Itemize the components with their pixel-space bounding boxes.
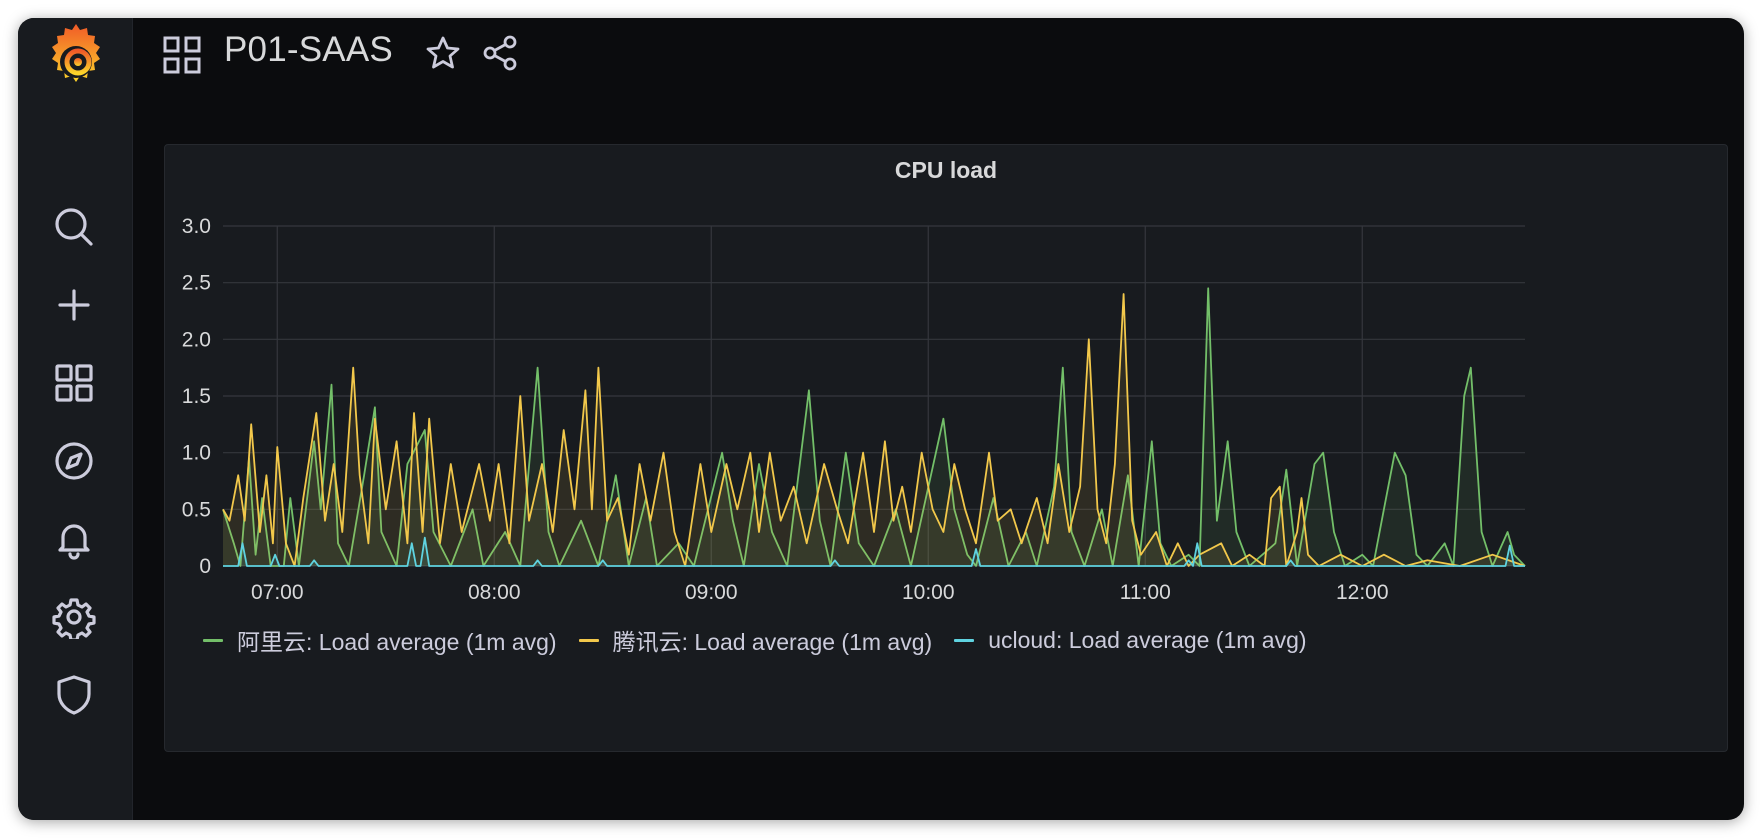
chart-legend: 阿里云: Load average (1m avg) 腾讯云: Load aver…	[203, 623, 1329, 657]
sidebar	[18, 18, 133, 820]
star-icon[interactable]	[423, 33, 463, 73]
dashboard-title[interactable]: P01-SAAS	[224, 30, 393, 69]
legend-item-aliyun[interactable]: 阿里云: Load average (1m avg)	[203, 623, 557, 657]
app-window: P01-SAAS CPU load 0 0.5 1.0 1.5 2.0 2.5 3.0 07:…	[18, 18, 1744, 820]
legend-item-ucloud[interactable]: ucloud: Load average (1m avg)	[954, 626, 1307, 654]
search-icon[interactable]	[45, 198, 103, 256]
x-tick-label: 08:00	[468, 581, 521, 604]
dashboards-icon[interactable]	[45, 354, 103, 412]
ucloud-series-line[interactable]	[223, 536, 1525, 567]
cpu-load-panel: CPU load 0 0.5 1.0 1.5 2.0 2.5 3.0 07:00 08:00 09…	[164, 144, 1728, 752]
dashboard-navbar: P01-SAAS	[132, 18, 1744, 108]
y-tick-label: 0	[199, 555, 211, 578]
y-tick-label: 2.0	[182, 328, 211, 351]
legend-label: 腾讯云: Load average (1m avg)	[612, 629, 933, 655]
explore-compass-icon[interactable]	[45, 432, 103, 490]
plus-icon[interactable]	[45, 276, 103, 334]
server-admin-shield-icon[interactable]	[45, 666, 103, 724]
legend-swatch	[578, 638, 599, 642]
grafana-logo-icon[interactable]	[34, 18, 118, 102]
legend-label: 阿里云: Load average (1m avg)	[237, 629, 557, 655]
x-tick-label: 11:00	[1120, 581, 1171, 604]
x-tick-label: 09:00	[685, 581, 738, 604]
panel-title[interactable]: CPU load	[894, 157, 998, 183]
cpu-load-chart: 0 0.5 1.0 1.5 2.0 2.5 3.0 07:00 08:00 09:00 10:00 1…	[182, 215, 1526, 604]
legend-swatch	[203, 638, 223, 642]
x-tick-label: 10:00	[902, 581, 955, 604]
tencent-series-area	[223, 294, 1525, 566]
dashboard-grid-icon	[163, 36, 201, 74]
y-tick-label: 2.5	[182, 272, 211, 295]
y-tick-label: 1.0	[182, 442, 211, 465]
share-icon[interactable]	[480, 33, 520, 73]
alerting-bell-icon[interactable]	[45, 510, 103, 568]
x-tick-label: 07:00	[251, 581, 304, 604]
legend-swatch	[954, 638, 975, 642]
legend-label: ucloud: Load average (1m avg)	[988, 626, 1307, 653]
x-tick-label: 12:00	[1336, 581, 1389, 604]
aliyun-series-area	[223, 288, 1525, 566]
configuration-gear-icon[interactable]	[45, 588, 103, 646]
y-tick-label: 3.0	[182, 215, 211, 238]
legend-item-tencent[interactable]: 腾讯云: Load average (1m avg)	[578, 623, 933, 657]
y-tick-label: 1.5	[182, 385, 211, 408]
y-tick-label: 0.5	[182, 498, 211, 521]
